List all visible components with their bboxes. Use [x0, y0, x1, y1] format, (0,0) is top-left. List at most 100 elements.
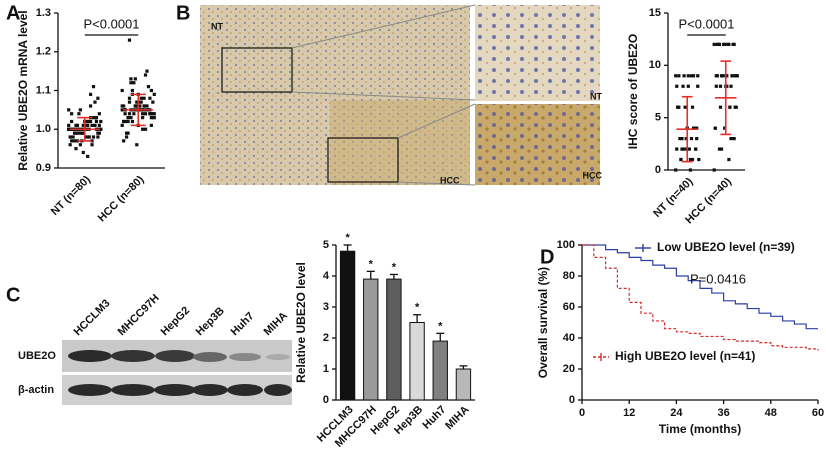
data-point	[717, 147, 722, 151]
y-axis-label: Overall survival (%)	[536, 267, 550, 378]
data-point	[96, 96, 100, 100]
panel-letter: A	[6, 2, 20, 24]
data-point	[86, 123, 90, 127]
data-point	[130, 119, 135, 124]
data-point	[691, 74, 696, 78]
blot-lane-label: MIHA	[262, 310, 290, 338]
image-label: NT	[590, 91, 602, 101]
data-point	[682, 74, 686, 78]
data-point	[734, 105, 738, 109]
data-point	[712, 42, 716, 46]
y-tick-label: 0	[655, 164, 661, 176]
data-point	[145, 69, 149, 73]
data-point	[687, 147, 691, 151]
panel-letter: B	[176, 2, 190, 24]
data-point	[139, 96, 143, 100]
data-point	[727, 42, 731, 46]
data-point	[151, 100, 155, 104]
significance-star: *	[415, 302, 420, 314]
data-point	[732, 42, 736, 46]
data-point	[94, 116, 99, 120]
x-tick-label: 36	[717, 407, 729, 419]
blot-lane-label: HCCLM3	[72, 297, 113, 338]
y-axis-label: IHC score of UBE2O	[626, 34, 640, 149]
data-point	[674, 168, 678, 172]
data-point	[143, 73, 148, 77]
data-point	[126, 116, 130, 120]
data-point	[689, 137, 694, 141]
data-point	[732, 137, 736, 141]
data-point	[677, 74, 681, 78]
data-point	[729, 84, 733, 88]
data-point	[718, 84, 723, 88]
data-point	[681, 84, 685, 88]
data-point	[132, 81, 136, 85]
data-point	[78, 108, 82, 112]
data-point	[727, 157, 731, 162]
panel-letter: C	[6, 284, 20, 306]
data-point	[96, 131, 100, 135]
legend-label: High UBE2O level (n=41)	[615, 349, 755, 363]
data-point	[68, 135, 72, 139]
x-tick-label: 12	[623, 407, 635, 419]
y-tick-label: 80	[563, 270, 575, 282]
survival-curve	[582, 244, 819, 351]
y-tick-label: 5	[655, 112, 661, 124]
data-point	[135, 143, 139, 147]
data-point	[686, 74, 690, 78]
data-point	[84, 135, 88, 139]
data-point	[127, 38, 132, 42]
bar	[409, 322, 425, 401]
data-point	[725, 84, 729, 88]
data-point	[142, 104, 146, 108]
data-point	[99, 127, 103, 131]
data-point	[88, 104, 93, 108]
y-tick-label: 1.3	[36, 7, 51, 19]
data-point	[86, 154, 90, 158]
x-tick-label: NT (n=80)	[49, 173, 93, 217]
data-point	[127, 112, 132, 116]
data-point	[684, 137, 688, 141]
data-point	[675, 84, 679, 88]
data-point	[718, 105, 723, 109]
bar	[363, 278, 379, 401]
data-point	[122, 139, 126, 143]
data-point	[77, 112, 81, 116]
data-point	[86, 119, 90, 124]
data-point	[146, 85, 151, 89]
data-point	[120, 88, 124, 93]
blot-row-label: UBE2O	[18, 350, 56, 362]
data-point	[689, 74, 694, 78]
data-point	[141, 116, 145, 120]
data-point	[681, 147, 685, 151]
data-point	[87, 135, 91, 139]
data-point	[712, 168, 716, 172]
y-tick-label: 4	[323, 270, 330, 282]
data-point	[694, 147, 698, 151]
image-label: NT	[211, 21, 223, 31]
p-value: P<0.0001	[678, 16, 734, 31]
y-tick-label: 0.9	[36, 162, 51, 174]
data-point	[122, 104, 126, 108]
data-point	[71, 135, 75, 139]
y-tick-label: 60	[563, 301, 575, 313]
x-tick-label: 0	[579, 407, 585, 419]
data-point	[695, 126, 699, 130]
p-value: P=0.0416	[690, 271, 746, 286]
data-point	[143, 127, 148, 131]
data-point	[97, 123, 101, 127]
y-tick-label: 100	[557, 239, 575, 251]
data-point	[674, 74, 678, 78]
y-tick-label: 10	[649, 59, 661, 71]
data-point	[81, 150, 85, 155]
data-point	[130, 88, 135, 93]
y-tick-label: 1.0	[36, 123, 51, 135]
data-point	[149, 116, 153, 120]
data-point	[149, 112, 153, 116]
data-point	[141, 112, 145, 116]
data-point	[142, 96, 146, 100]
data-point	[78, 131, 82, 135]
data-point	[93, 100, 97, 104]
y-axis-label: Relative UBE2O level	[294, 262, 308, 383]
data-point	[75, 123, 80, 127]
